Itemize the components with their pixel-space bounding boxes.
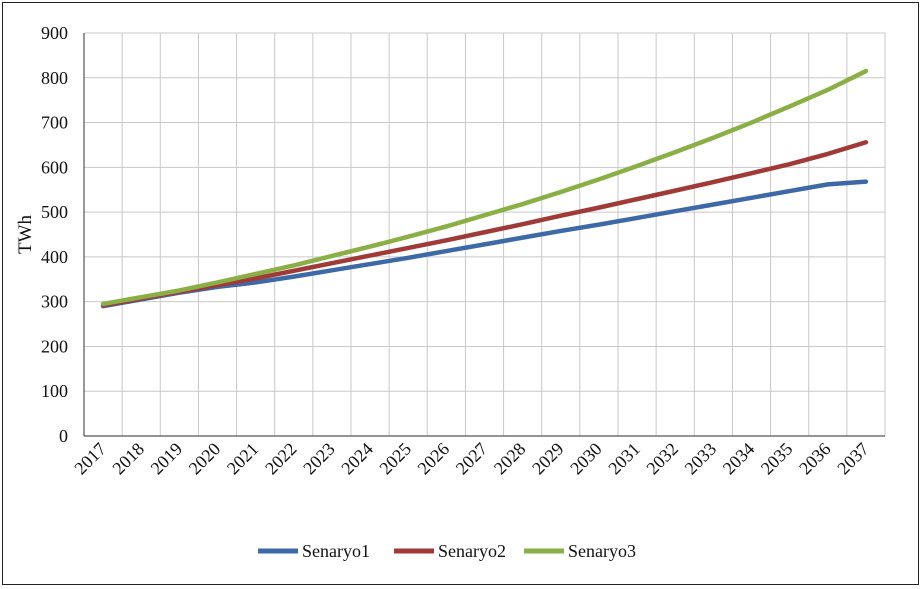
y-tick-label: 400 xyxy=(41,247,68,267)
legend-label-senaryo1: Senaryo1 xyxy=(302,541,370,561)
y-axis-label: TWh xyxy=(15,214,36,254)
y-tick-label: 900 xyxy=(41,23,68,43)
x-tick-label: 2030 xyxy=(566,439,606,479)
x-tick-label: 2036 xyxy=(795,439,835,479)
y-tick-label: 600 xyxy=(41,157,68,177)
legend: Senaryo1 Senaryo2 Senaryo3 xyxy=(258,541,636,561)
y-tick-label: 200 xyxy=(41,336,68,356)
legend-label-senaryo2: Senaryo2 xyxy=(438,541,506,561)
x-tick-label: 2033 xyxy=(681,439,721,479)
y-tick-label: 0 xyxy=(59,426,68,446)
x-tick-label: 2022 xyxy=(261,439,301,479)
y-tick-label: 500 xyxy=(41,202,68,222)
series-line-senaryo3 xyxy=(100,68,869,307)
series-lines xyxy=(100,68,869,309)
y-tick-label: 300 xyxy=(41,292,68,312)
x-tick-label: 2027 xyxy=(452,439,492,479)
x-tick-label: 2028 xyxy=(490,439,530,479)
x-tick-label: 2019 xyxy=(147,439,187,479)
x-tick-label: 2020 xyxy=(185,439,225,479)
y-tick-label: 100 xyxy=(41,381,68,401)
x-tick-label: 2031 xyxy=(604,439,644,479)
x-tick-label: 2029 xyxy=(528,439,568,479)
x-tick-label: 2026 xyxy=(414,439,454,479)
y-tick-label: 700 xyxy=(41,113,68,133)
x-tick-label: 2034 xyxy=(719,439,759,479)
x-tick-label: 2017 xyxy=(70,439,110,479)
series-line-senaryo2 xyxy=(100,140,869,308)
series-line-senaryo1 xyxy=(100,179,869,309)
y-axis-ticks: 0 100 200 300 400 500 600 700 800 900 xyxy=(41,23,68,446)
x-tick-label: 2035 xyxy=(757,439,797,479)
y-tick-label: 800 xyxy=(41,68,68,88)
x-tick-label: 2024 xyxy=(337,439,377,479)
grid-lines xyxy=(83,32,886,437)
x-tick-label: 2023 xyxy=(299,439,339,479)
legend-label-senaryo3: Senaryo3 xyxy=(568,541,636,561)
x-tick-label: 2032 xyxy=(642,439,682,479)
x-tick-label: 2025 xyxy=(375,439,415,479)
x-axis-ticks: 2017201820192020202120222023202420252026… xyxy=(70,439,872,479)
x-tick-label: 2037 xyxy=(833,439,873,479)
x-tick-label: 2021 xyxy=(223,439,263,479)
x-tick-label: 2018 xyxy=(108,439,148,479)
